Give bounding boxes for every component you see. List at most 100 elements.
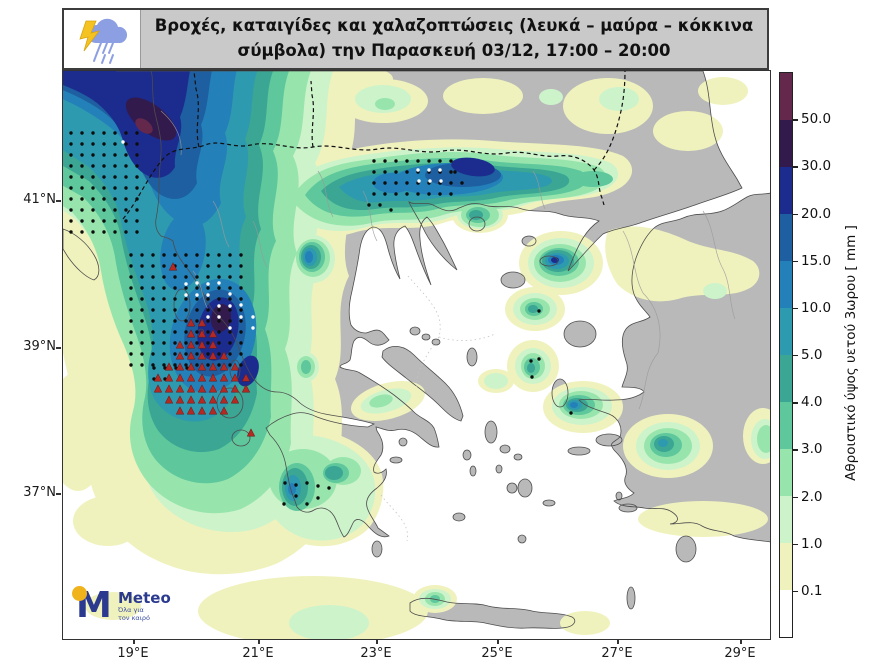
x-tick-mark xyxy=(740,639,742,644)
thunderstorm-dot-symbol xyxy=(91,142,95,146)
thunderstorm-dot-symbol xyxy=(217,275,221,279)
country-borders xyxy=(122,71,626,220)
hail-triangle-symbol xyxy=(208,329,218,338)
thunderstorm-dot-symbol xyxy=(449,192,453,196)
thunderstorm-dot-symbol xyxy=(124,153,128,157)
thunderstorm-dot-symbol xyxy=(91,175,95,179)
thunderstorm-dot-symbol xyxy=(91,186,95,190)
colorbar-segment xyxy=(780,120,792,167)
rain-dot-symbol xyxy=(195,293,199,297)
hail-triangle-symbol xyxy=(197,340,207,349)
x-tick-mark xyxy=(617,639,619,644)
thunderstorm-dot-symbol xyxy=(405,181,409,185)
thunderstorm-dot-symbol xyxy=(129,330,133,334)
logo-tagline: Όλα για τον καιρό xyxy=(118,606,151,623)
thunderstorm-dot-symbol xyxy=(206,286,210,290)
thunderstorm-dot-symbol xyxy=(195,319,199,323)
hail-triangle-symbol xyxy=(164,384,174,393)
thunderstorm-dot-symbol xyxy=(124,131,128,135)
x-tick-mark xyxy=(376,639,378,644)
thunderstorm-dot-symbol xyxy=(140,352,144,356)
y-tick-label: 37°N xyxy=(23,485,56,500)
thunderstorm-dot-symbol xyxy=(69,230,73,234)
thunderstorm-dot-symbol xyxy=(383,170,387,174)
thunderstorm-dot-symbol xyxy=(283,481,287,485)
colorbar-tick-mark xyxy=(793,402,798,404)
colorbar-tick-mark xyxy=(793,166,798,168)
colorbar-segment xyxy=(780,214,792,261)
colorbar-tick-mark xyxy=(793,496,798,498)
thunderstorm-dot-symbol xyxy=(383,192,387,196)
thunderstorm-dot-symbol xyxy=(129,308,133,312)
thunderstorm-dot-symbol xyxy=(162,286,166,290)
thunderstorm-dot-symbol xyxy=(140,297,144,301)
colorbar-tick-mark xyxy=(793,260,798,263)
thunderstorm-dot-symbol xyxy=(162,297,166,301)
thunderstorm-dot-symbol xyxy=(316,484,320,488)
colorbar-tick-label: 4.0 xyxy=(801,394,823,411)
thunderstorm-dot-symbol xyxy=(184,264,188,268)
rain-dot-symbol xyxy=(217,281,221,285)
thunderstorm-dot-symbol xyxy=(416,192,420,196)
colorbar-segment xyxy=(780,496,792,543)
thunderstorm-dot-symbol xyxy=(228,253,232,257)
hail-triangle-symbol xyxy=(219,384,229,393)
y-tick-mark xyxy=(56,347,61,349)
rain-dot-symbol xyxy=(206,282,210,286)
thunderstorm-dot-symbol xyxy=(228,330,232,334)
thunderstorm-dot-symbol xyxy=(537,309,541,313)
precip-50mm-plus xyxy=(135,118,153,134)
map-canvas[interactable] xyxy=(62,70,771,640)
thunderstorm-dot-symbol xyxy=(69,208,73,212)
x-tick-mark xyxy=(258,639,260,644)
thunderstorm-dot-symbol xyxy=(140,330,144,334)
thunderstorm-dot-symbol xyxy=(184,297,188,301)
hail-triangle-symbol xyxy=(219,395,229,404)
thunderstorm-dot-symbol xyxy=(91,153,95,157)
thunderstorm-dot-symbol xyxy=(102,164,106,168)
thunderstorm-dot-symbol xyxy=(217,363,221,367)
colorbar-scale xyxy=(779,72,793,638)
hail-triangle-symbol xyxy=(219,406,229,415)
thunderstorm-dot-symbol xyxy=(162,308,166,312)
thunderstorm-dot-symbol xyxy=(129,341,133,345)
thunderstorm-dot-symbol xyxy=(124,186,128,190)
hail-triangle-symbol xyxy=(219,351,229,360)
thunderstorm-dot-symbol xyxy=(228,308,232,312)
thunderstorm-dot-symbol xyxy=(102,208,106,212)
thunderstorm-dot-symbol xyxy=(195,297,199,301)
x-tick-label: 21°E xyxy=(242,646,274,661)
thunderstorm-dot-symbol xyxy=(217,286,221,290)
thunderstorm-dot-symbol xyxy=(184,286,188,290)
thunderstorm-dot-symbol xyxy=(102,131,106,135)
title-banner: Βροχές, καταιγίδες και χαλαζοπτώσεις (λε… xyxy=(62,8,769,70)
thunderstorm-dot-symbol xyxy=(537,357,541,361)
thunderstorm-dot-symbol xyxy=(91,197,95,201)
thunderstorm-dot-symbol xyxy=(113,142,117,146)
rain-dot-symbol xyxy=(228,304,232,308)
hail-triangle-symbol xyxy=(197,395,207,404)
thunderstorm-dot-symbol xyxy=(228,264,232,268)
thunderstorm-dot-symbol xyxy=(162,319,166,323)
hail-triangle-symbol xyxy=(241,384,251,393)
rain-dot-symbol xyxy=(251,326,255,330)
hail-triangle-symbol xyxy=(241,373,251,382)
thunderstorm-dot-symbol xyxy=(69,186,73,190)
thunderstorm-dot-symbol xyxy=(69,197,73,201)
thunderstorm-dot-symbol xyxy=(151,253,155,257)
thunderstorm-dot-symbol xyxy=(530,375,534,379)
thunderstorm-dot-symbol xyxy=(173,275,177,279)
thunderstorm-dot-symbol xyxy=(217,253,221,257)
thunderstorm-dot-symbol xyxy=(184,319,188,323)
thunderstorm-dot-symbol xyxy=(217,319,221,323)
thunderstorm-dot-symbol xyxy=(140,253,144,257)
thunderstorm-dot-symbol xyxy=(113,153,117,157)
thunderstorm-dot-symbol xyxy=(173,308,177,312)
thunderstorm-dot-symbol xyxy=(372,192,376,196)
rain-dot-symbol xyxy=(206,315,210,319)
thunderstorm-dot-symbol xyxy=(206,275,210,279)
thunderstorm-dot-symbol xyxy=(113,208,117,212)
thunderstorm-dot-symbol xyxy=(135,208,139,212)
thunderstorm-dot-symbol xyxy=(113,197,117,201)
